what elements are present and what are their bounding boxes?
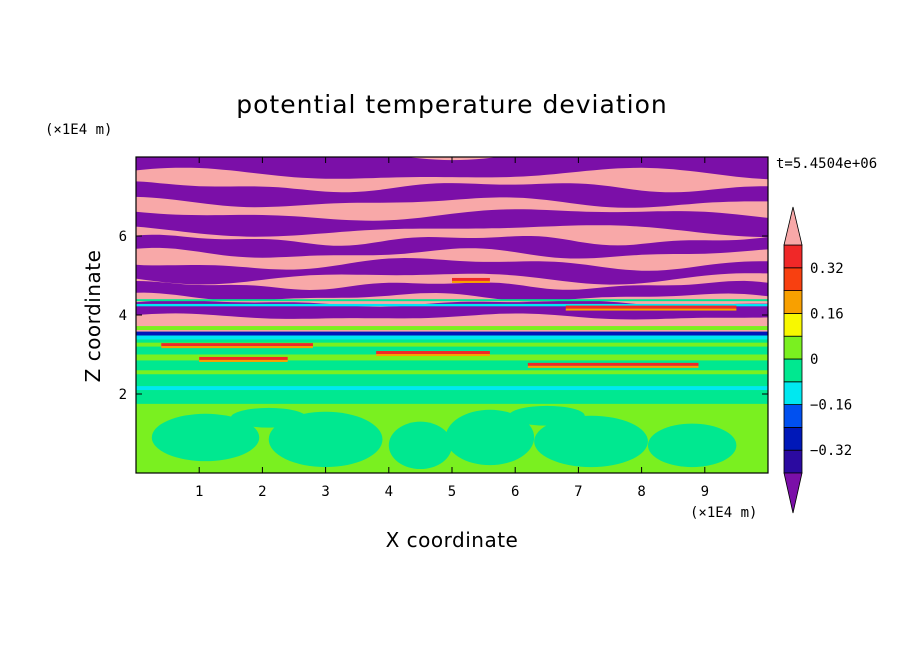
warm-filament-edge	[452, 280, 490, 283]
warm-filament	[199, 356, 288, 360]
mid-streak	[136, 342, 768, 347]
warm-filament-edge	[565, 308, 737, 311]
x-unit-label: (×1E4 m)	[690, 505, 757, 521]
mid-streak	[136, 386, 768, 391]
x-tick-label: 1	[195, 484, 203, 500]
purple-stripe	[136, 157, 768, 180]
colorbar-tick-label: 0.32	[810, 261, 844, 277]
colorbar-segment	[783, 267, 803, 291]
thin-layer	[136, 335, 768, 340]
warm-filament-edge	[527, 365, 699, 368]
x-tick-label: 3	[321, 484, 329, 500]
lower-boundary	[136, 395, 768, 404]
y-axis: 2 4 6	[119, 229, 768, 403]
warm-filament	[527, 362, 699, 366]
eddy	[388, 421, 452, 470]
purple-stripe	[136, 234, 768, 259]
thin-layer	[136, 326, 768, 331]
purple-stripe	[136, 209, 768, 238]
warm-filament	[161, 343, 313, 347]
colorbar-tick-label: 0.16	[810, 306, 844, 322]
colorbar-segment	[783, 404, 803, 428]
eddy	[508, 405, 585, 426]
colorbar-segment	[783, 290, 803, 314]
thin-layer	[136, 303, 768, 307]
eddy	[647, 423, 737, 468]
purple-stripe	[136, 258, 768, 285]
y-tick-label: 6	[119, 229, 127, 245]
purple-stripe	[136, 181, 768, 208]
colorbar-tick-label: −0.16	[810, 398, 852, 414]
colorbar-segment	[783, 358, 803, 383]
x-axis-label: X coordinate	[386, 528, 519, 552]
warm-filament-edge	[199, 359, 288, 362]
colorbar-segment	[783, 335, 803, 360]
thin-layer	[136, 331, 768, 336]
x-axis: 1 2 3 4 5 6 7 8 9	[195, 157, 709, 500]
eddy	[268, 411, 383, 468]
colorbar-extend-top	[783, 206, 803, 246]
x-tick-label: 8	[637, 484, 645, 500]
colorbar-segment	[783, 312, 803, 337]
colorbar-segment	[783, 244, 803, 269]
warm-filament	[452, 277, 490, 281]
eddy	[230, 407, 307, 428]
y-tick-label: 4	[119, 308, 127, 324]
colorbar-segment	[783, 381, 803, 405]
x-tick-label: 7	[574, 484, 582, 500]
colorbar-segment	[783, 426, 803, 451]
colorbar-tick-label: 0	[810, 352, 818, 368]
x-tick-label: 4	[385, 484, 393, 500]
x-tick-label: 9	[701, 484, 709, 500]
warm-filament-edge	[376, 354, 490, 357]
mid-streak	[136, 370, 768, 375]
chart-title: potential temperature deviation	[236, 90, 667, 119]
purple-stripe	[136, 280, 768, 302]
warm-filament	[565, 305, 737, 309]
y-tick-label: 2	[119, 387, 127, 403]
colorbar-tick-label: −0.32	[810, 443, 852, 459]
x-tick-label: 2	[258, 484, 266, 500]
eddy	[445, 409, 535, 466]
eddy	[534, 415, 648, 468]
mid-streak	[136, 354, 768, 361]
warm-filament	[376, 351, 490, 355]
thin-layer	[136, 299, 768, 302]
x-tick-label: 5	[448, 484, 456, 500]
time-label: t=5.4504e+06	[776, 156, 877, 172]
colorbar-extend-bottom	[783, 472, 803, 514]
x-tick-label: 6	[511, 484, 519, 500]
warm-filament-edge	[161, 346, 313, 349]
y-axis-label: Z coordinate	[81, 250, 105, 383]
contour-field	[136, 157, 768, 473]
y-unit-label: (×1E4 m)	[45, 122, 112, 138]
colorbar: 0.32 0.16 0 −0.16 −0.32	[783, 206, 852, 514]
colorbar-segment	[783, 449, 803, 474]
eddy	[151, 413, 260, 462]
